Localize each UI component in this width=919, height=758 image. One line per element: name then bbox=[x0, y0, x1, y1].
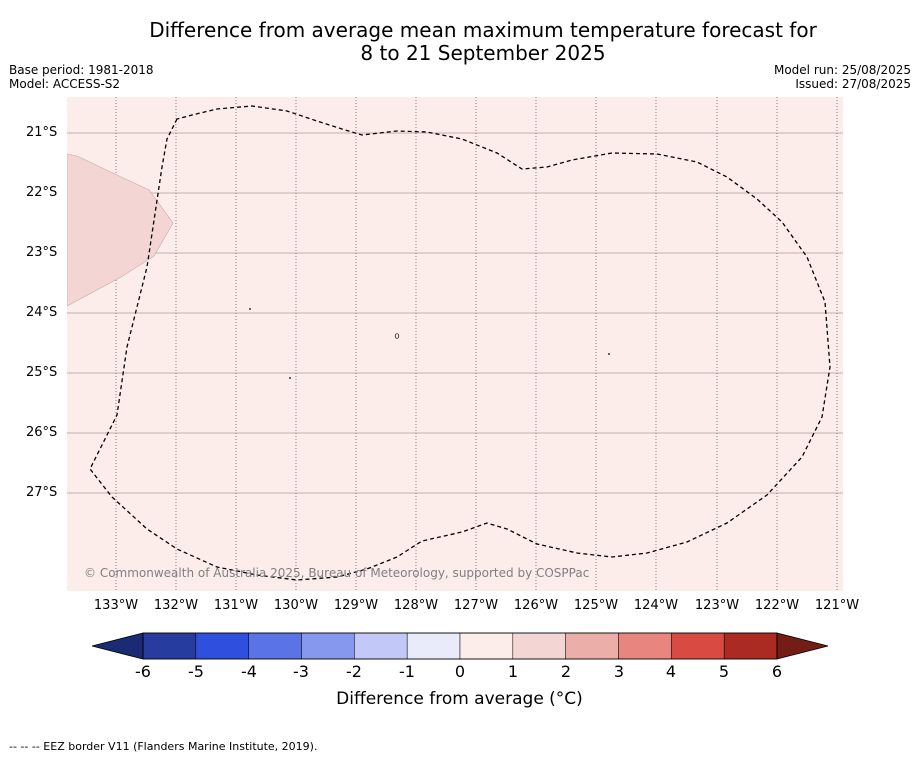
lat-gridlines bbox=[67, 132, 843, 494]
lon-label: 124°W bbox=[633, 598, 679, 613]
colorbar-segment bbox=[406, 632, 461, 660]
lon-label: 129°W bbox=[333, 598, 379, 613]
colorbar-tick: -2 bbox=[346, 662, 362, 681]
lon-label: 121°W bbox=[814, 598, 860, 613]
issued-date: Issued: 27/08/2025 bbox=[795, 77, 911, 91]
colorbar-segment bbox=[512, 632, 566, 660]
island-dot bbox=[249, 308, 251, 310]
colorbar-tick: 3 bbox=[613, 662, 625, 681]
lon-label: 126°W bbox=[513, 598, 559, 613]
lat-label: 21°S bbox=[26, 125, 58, 140]
colorbar-tick: -4 bbox=[241, 662, 257, 681]
colorbar-tick: -5 bbox=[188, 662, 204, 681]
meta-left: Base period: 1981-2018 Model: ACCESS-S2 bbox=[9, 63, 154, 91]
lon-label: 125°W bbox=[573, 598, 619, 613]
meta-right: Model run: 25/08/2025 Issued: 27/08/2025 bbox=[774, 63, 911, 91]
lon-label: 122°W bbox=[754, 598, 800, 613]
colorbar-segment bbox=[195, 632, 249, 660]
colorbar-segment bbox=[671, 632, 725, 660]
lat-label: 25°S bbox=[26, 365, 58, 380]
colorbar-segments bbox=[142, 632, 778, 660]
chart-title: Difference from average mean maximum tem… bbox=[0, 19, 919, 65]
colorbar-segment bbox=[618, 632, 672, 660]
footer-legend: -- -- -- EEZ border V11 (Flanders Marine… bbox=[9, 740, 318, 753]
colorbar-segment bbox=[565, 632, 619, 660]
lon-label: 127°W bbox=[453, 598, 499, 613]
colorbar-segment bbox=[354, 632, 408, 660]
colorbar-segment bbox=[142, 632, 197, 660]
lon-label: 131°W bbox=[213, 598, 259, 613]
lat-label: 26°S bbox=[26, 425, 58, 440]
colorbar-segment bbox=[301, 632, 355, 660]
colorbar-tick: 0 bbox=[454, 662, 466, 681]
colorbar-tick: 2 bbox=[560, 662, 572, 681]
lon-label: 123°W bbox=[694, 598, 740, 613]
lon-gridlines bbox=[115, 97, 838, 591]
island-outline bbox=[394, 333, 400, 339]
map-svg bbox=[67, 97, 843, 591]
base-period: Base period: 1981-2018 bbox=[9, 63, 154, 77]
colorbar-segment bbox=[248, 632, 302, 660]
lat-label: 24°S bbox=[26, 305, 58, 320]
lon-label: 128°W bbox=[393, 598, 439, 613]
colorbar-tick: 1 bbox=[507, 662, 519, 681]
map-panel: © Commonwealth of Australia 2025, Bureau… bbox=[67, 97, 843, 591]
lat-label: 22°S bbox=[26, 185, 58, 200]
lat-label: 27°S bbox=[26, 485, 58, 500]
colorbar-tick: 5 bbox=[718, 662, 730, 681]
title-line-1: Difference from average mean maximum tem… bbox=[149, 18, 817, 42]
colorbar-tick: -1 bbox=[399, 662, 415, 681]
colorbar-under-arrow bbox=[91, 632, 144, 660]
island-dot bbox=[289, 377, 291, 379]
colorbar-tick: -6 bbox=[135, 662, 151, 681]
colorbar-tick: 6 bbox=[771, 662, 783, 681]
island-dot bbox=[608, 353, 610, 355]
title-line-2: 8 to 21 September 2025 bbox=[360, 41, 606, 65]
colorbar-segment bbox=[459, 632, 514, 660]
colorbar-tick: 4 bbox=[665, 662, 677, 681]
lon-label: 133°W bbox=[93, 598, 139, 613]
lon-label: 132°W bbox=[153, 598, 199, 613]
model-name: Model: ACCESS-S2 bbox=[9, 77, 121, 91]
lat-label: 23°S bbox=[26, 245, 58, 260]
lon-label: 130°W bbox=[273, 598, 319, 613]
eez-border bbox=[89, 105, 831, 581]
copyright-text: © Commonwealth of Australia 2025, Bureau… bbox=[84, 566, 590, 580]
colorbar-over-arrow bbox=[776, 632, 829, 660]
colorbar-label: Difference from average (°C) bbox=[336, 689, 583, 709]
colorbar-frame bbox=[142, 632, 778, 660]
model-run: Model run: 25/08/2025 bbox=[773, 63, 911, 77]
colorbar-tick: -3 bbox=[293, 662, 309, 681]
anomaly-patch-1-to-2 bbox=[67, 153, 174, 307]
colorbar-segment bbox=[723, 632, 778, 660]
